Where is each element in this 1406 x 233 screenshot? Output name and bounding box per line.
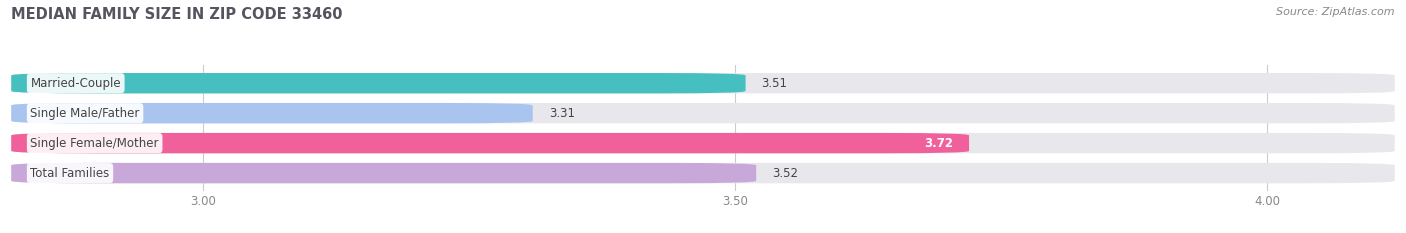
FancyBboxPatch shape (11, 163, 756, 183)
FancyBboxPatch shape (11, 133, 969, 153)
Text: MEDIAN FAMILY SIZE IN ZIP CODE 33460: MEDIAN FAMILY SIZE IN ZIP CODE 33460 (11, 7, 343, 22)
Text: 3.31: 3.31 (548, 107, 575, 120)
FancyBboxPatch shape (11, 103, 1395, 123)
FancyBboxPatch shape (11, 103, 533, 123)
Text: Single Male/Father: Single Male/Father (31, 107, 139, 120)
Text: 3.72: 3.72 (924, 137, 953, 150)
FancyBboxPatch shape (11, 73, 1395, 93)
Text: Single Female/Mother: Single Female/Mother (31, 137, 159, 150)
FancyBboxPatch shape (11, 133, 1395, 153)
Text: Total Families: Total Families (31, 167, 110, 180)
Text: 3.52: 3.52 (772, 167, 799, 180)
FancyBboxPatch shape (11, 73, 745, 93)
Text: Source: ZipAtlas.com: Source: ZipAtlas.com (1277, 7, 1395, 17)
Text: Married-Couple: Married-Couple (31, 77, 121, 90)
FancyBboxPatch shape (11, 163, 1395, 183)
Text: 3.51: 3.51 (762, 77, 787, 90)
